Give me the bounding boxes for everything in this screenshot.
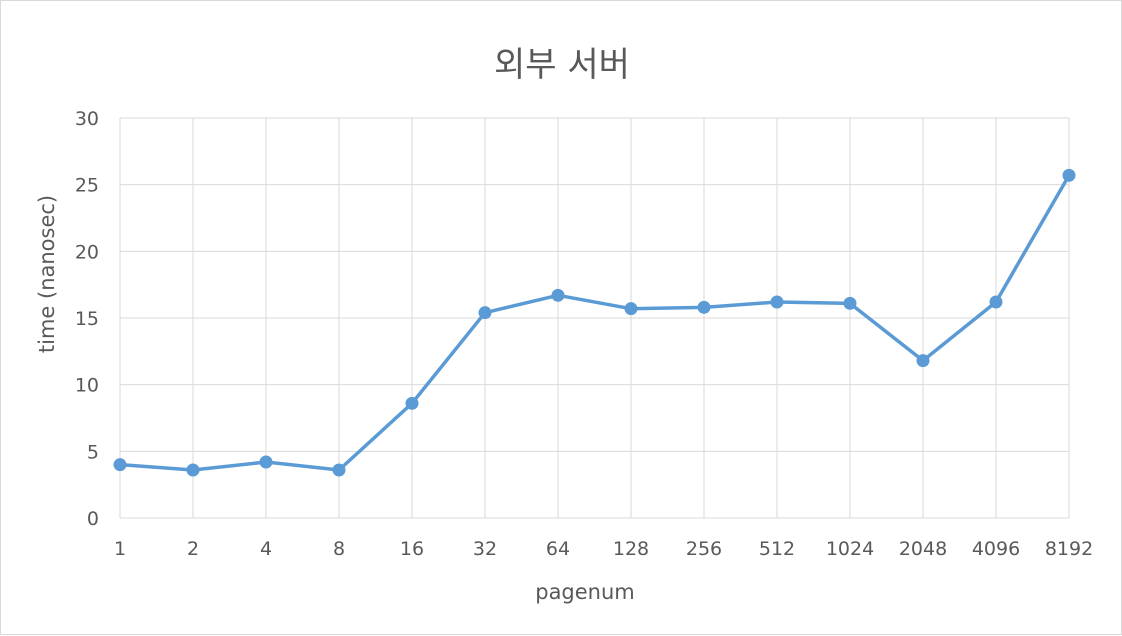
series-line	[119, 174, 1071, 472]
x-tick-label: 8	[333, 538, 345, 560]
data-point	[113, 458, 127, 472]
y-tick-label: 5	[87, 441, 99, 463]
y-tick-label: 20	[75, 241, 99, 263]
y-tick-label: 25	[75, 175, 99, 197]
x-axis-ticks: 1 2 4 8 16 32 64 128 256 512 1024 2048 4096 8192	[114, 538, 1093, 560]
x-tick-label: 8192	[1045, 538, 1093, 560]
x-tick-label: 512	[759, 538, 795, 560]
data-point	[770, 295, 784, 309]
data-point	[186, 463, 200, 477]
x-axis-label: pagenum	[535, 580, 635, 604]
data-point	[697, 300, 711, 314]
y-tick-label: 15	[75, 308, 99, 330]
data-point	[551, 288, 565, 302]
chart-title: 외부 서버	[494, 45, 630, 85]
data-point	[624, 302, 638, 316]
horizontal-gridlines	[120, 117, 1069, 519]
x-tick-label: 64	[546, 538, 570, 560]
x-tick-label: 128	[613, 538, 649, 560]
x-tick-label: 2	[187, 538, 199, 560]
x-tick-label: 1	[114, 538, 126, 560]
y-axis-label: time (nanosec)	[35, 195, 59, 353]
x-tick-label: 256	[686, 538, 722, 560]
x-tick-label: 4	[260, 538, 272, 560]
data-point	[989, 295, 1003, 309]
y-axis-ticks: 0 5 10 15 20 25 30	[75, 108, 99, 530]
x-tick-label: 4096	[972, 538, 1020, 560]
x-tick-label: 2048	[899, 538, 947, 560]
x-tick-label: 16	[400, 538, 424, 560]
y-tick-label: 0	[87, 508, 99, 530]
data-point	[916, 354, 930, 368]
data-point	[259, 455, 273, 469]
y-tick-label: 30	[75, 108, 99, 130]
data-point	[1062, 168, 1076, 182]
data-point	[405, 396, 419, 410]
data-point	[843, 296, 857, 310]
x-tick-label: 32	[473, 538, 497, 560]
y-tick-label: 10	[75, 375, 99, 397]
data-point	[478, 306, 492, 320]
x-tick-label: 1024	[826, 538, 874, 560]
data-point	[332, 463, 346, 477]
series-group	[113, 168, 1076, 477]
